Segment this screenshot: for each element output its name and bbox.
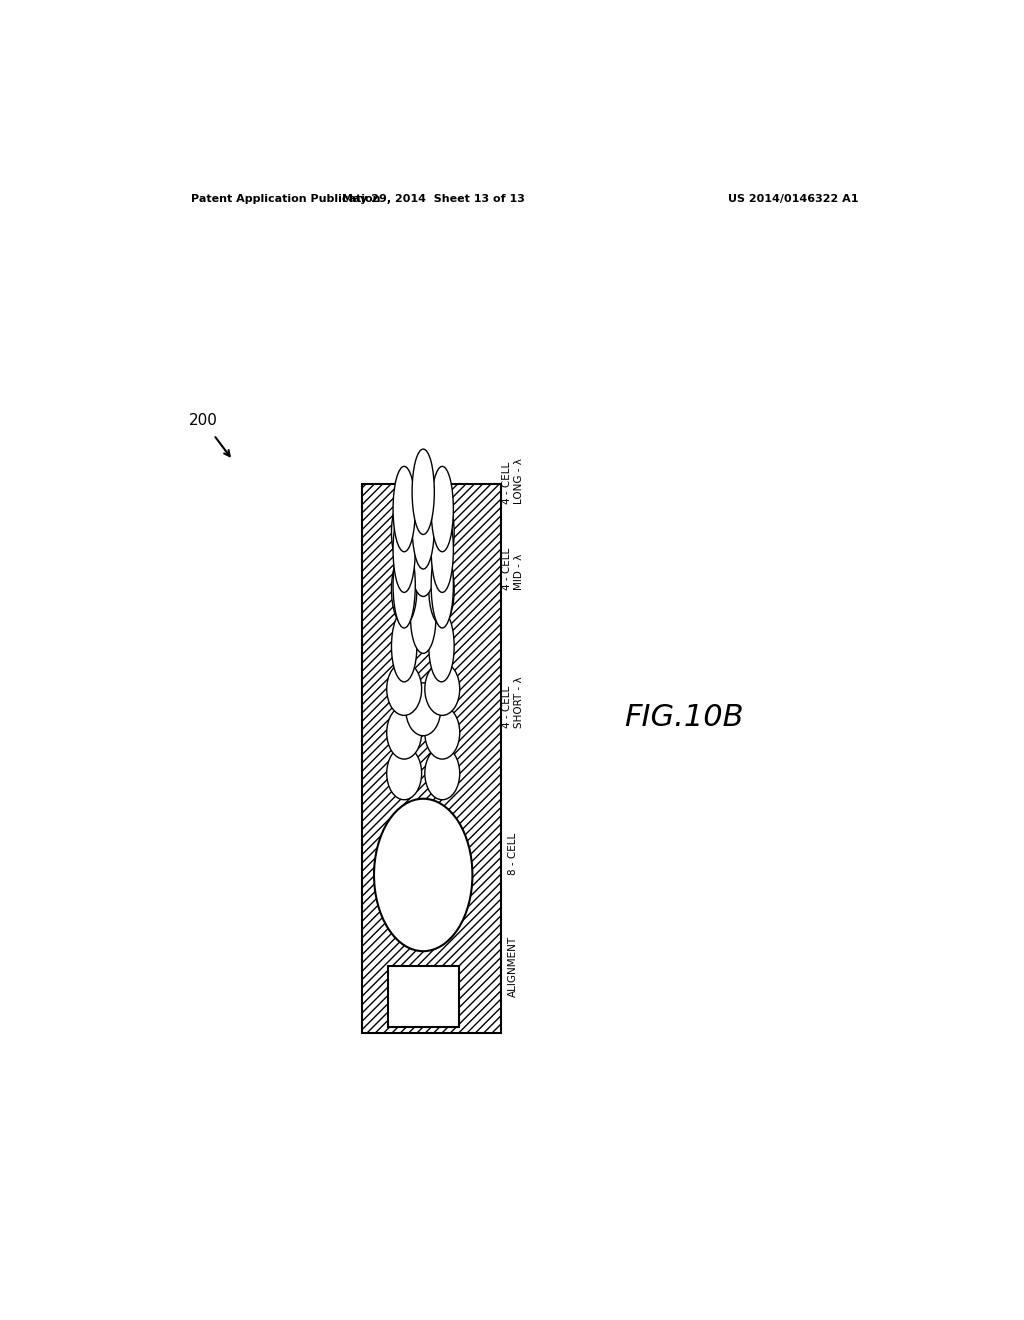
Ellipse shape [391,496,417,568]
Ellipse shape [412,483,434,569]
Ellipse shape [387,747,422,800]
Ellipse shape [425,747,460,800]
Ellipse shape [425,663,460,715]
Ellipse shape [387,663,422,715]
Text: 4 - CELL
SHORT - λ: 4 - CELL SHORT - λ [502,676,523,727]
Ellipse shape [431,466,454,552]
Ellipse shape [391,554,417,624]
Text: ALIGNMENT: ALIGNMENT [508,936,518,997]
Ellipse shape [393,466,416,552]
Ellipse shape [431,543,454,628]
Text: 8 - CELL: 8 - CELL [508,833,518,875]
Ellipse shape [393,543,416,628]
Bar [387,966,459,1027]
Bar [362,483,501,1032]
Ellipse shape [429,611,455,682]
Ellipse shape [412,449,434,535]
Ellipse shape [406,682,440,735]
Text: US 2014/0146322 A1: US 2014/0146322 A1 [728,194,858,205]
Ellipse shape [374,799,472,952]
Ellipse shape [411,582,436,653]
Ellipse shape [429,496,455,568]
Text: 4 - CELL
MID - λ: 4 - CELL MID - λ [502,548,523,590]
Ellipse shape [425,706,460,759]
Text: May 29, 2014  Sheet 13 of 13: May 29, 2014 Sheet 13 of 13 [342,194,525,205]
Ellipse shape [411,525,436,597]
Text: 200: 200 [189,413,218,428]
Text: 4 - CELL
LONG - λ: 4 - CELL LONG - λ [502,458,523,504]
Ellipse shape [429,554,455,624]
Ellipse shape [391,611,417,682]
Text: Patent Application Publication: Patent Application Publication [191,194,381,205]
Ellipse shape [393,507,416,593]
Ellipse shape [431,507,454,593]
Ellipse shape [387,706,422,759]
Text: FIG.10B: FIG.10B [624,704,743,731]
